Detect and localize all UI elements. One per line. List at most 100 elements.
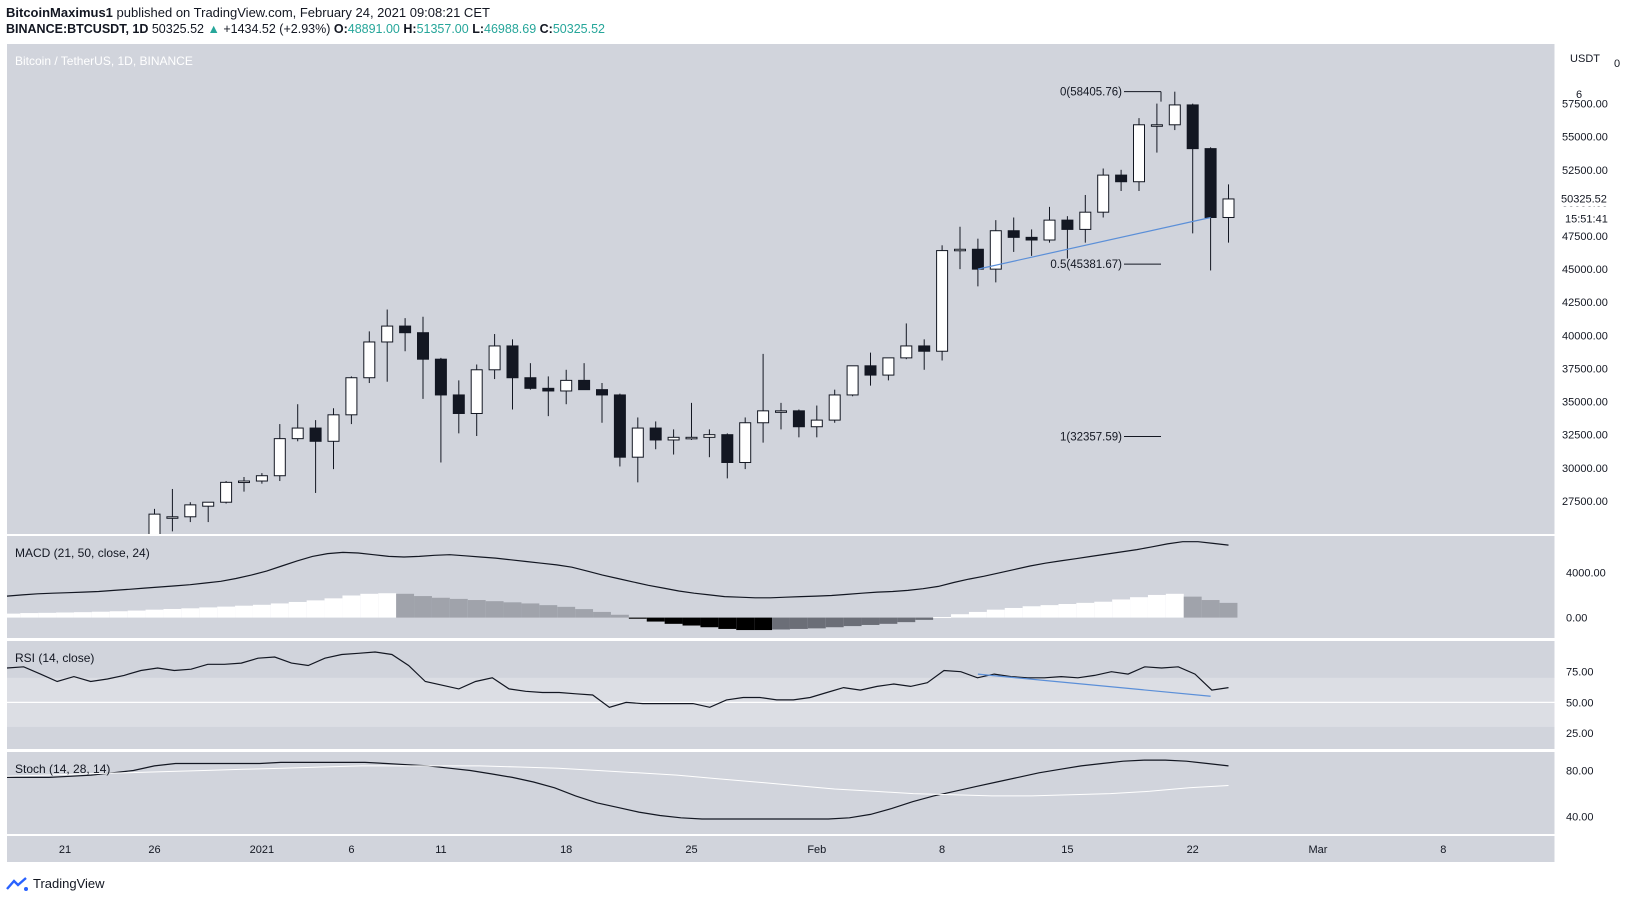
- macd-histogram-bar: [986, 609, 1005, 618]
- macd-histogram-bar: [915, 617, 934, 620]
- candle-down: [452, 394, 465, 414]
- macd-histogram-bar: [1058, 604, 1077, 618]
- stoch-d-line: [6, 765, 1229, 797]
- time-tick-label: 8: [939, 844, 945, 856]
- macd-histogram-bar: [593, 611, 611, 618]
- candle-down: [792, 410, 805, 428]
- macd-histogram-bar: [235, 605, 253, 618]
- stoch-tick-label: 80.00: [1566, 765, 1594, 777]
- author-name[interactable]: BitcoinMaximus1: [6, 5, 113, 20]
- candles-group: [148, 91, 1235, 534]
- macd-histogram-bar: [252, 604, 271, 618]
- stoch-pane[interactable]: [7, 752, 1555, 834]
- macd-histogram-bar: [145, 609, 164, 618]
- candle-down: [1061, 219, 1074, 230]
- candle-up: [1097, 174, 1110, 213]
- candle-up: [1043, 219, 1056, 241]
- macd-histogram-bar: [897, 617, 916, 623]
- macd-histogram-bar: [557, 606, 576, 618]
- countdown-tag: [1560, 210, 1614, 227]
- macd-histogram-bar: [718, 617, 737, 629]
- candle-down: [506, 345, 519, 379]
- macd-histogram-bar: [575, 609, 594, 618]
- rsi-tick-label: 25.00: [1566, 728, 1594, 740]
- time-tick-label: 11: [435, 844, 446, 856]
- macd-histogram-bar: [503, 602, 522, 618]
- candle-up: [667, 436, 680, 441]
- macd-histogram-bar: [772, 617, 790, 630]
- rsi-divergence-line: [977, 673, 1211, 697]
- candle-up: [202, 501, 215, 507]
- candle-up: [255, 475, 268, 482]
- macd-histogram-bar: [861, 617, 880, 625]
- candle-up: [1079, 211, 1092, 230]
- price-tick-label: 40000.00: [1562, 330, 1608, 342]
- macd-histogram-bar: [700, 617, 719, 628]
- candle-up: [327, 414, 340, 442]
- candle-up: [291, 427, 304, 440]
- ohlc-legend: BINANCE:BTCUSDT, 1D 50325.52 ▲ +1434.52 …: [6, 22, 605, 36]
- time-tick-label: 15: [1061, 844, 1073, 856]
- high-label: H:: [403, 22, 417, 36]
- macd-histogram-bar: [843, 617, 862, 627]
- macd-histogram-bar: [270, 603, 289, 618]
- stoch-pane-label: Stoch (14, 28, 14): [15, 762, 111, 776]
- close-label: C:: [539, 22, 553, 36]
- time-axis[interactable]: [7, 836, 1555, 862]
- candle-up: [936, 250, 949, 352]
- macd-histogram-bar: [1022, 606, 1041, 618]
- time-tick-label: Mar: [1309, 844, 1328, 856]
- candle-up: [238, 480, 250, 484]
- candle-down: [524, 377, 537, 389]
- countdown-text: 15:51:41: [1565, 214, 1608, 226]
- time-tick-label: 6: [348, 844, 354, 856]
- macd-histogram-bar: [199, 607, 218, 618]
- macd-histogram-bar: [109, 611, 128, 618]
- brand-name: TradingView: [33, 876, 105, 891]
- macd-histogram-bar: [1183, 596, 1202, 618]
- macd-histogram-bar: [1004, 607, 1023, 618]
- candle-down: [864, 365, 877, 376]
- currency-label: USDT: [1570, 53, 1600, 65]
- candle-up: [631, 427, 644, 458]
- candle-up: [345, 377, 358, 416]
- fib-label-1: 1(32357.59): [1060, 432, 1122, 444]
- candle-down: [434, 358, 447, 396]
- last-price: 50325.52: [151, 22, 204, 36]
- time-tick-label: 26: [148, 844, 160, 856]
- main-pane[interactable]: [7, 44, 1555, 534]
- macd-histogram-bar: [628, 617, 647, 619]
- candle-up: [954, 248, 966, 252]
- price-tick-label: 35000.00: [1562, 397, 1608, 409]
- macd-histogram-bar: [378, 593, 397, 618]
- macd-histogram-bar: [127, 610, 146, 618]
- macd-histogram-bar: [342, 595, 361, 618]
- tradingview-logo[interactable]: TradingView: [6, 876, 105, 891]
- macd-histogram-bar: [968, 611, 987, 618]
- rsi-tick-label: 75.00: [1566, 667, 1594, 679]
- candle-down: [1007, 230, 1020, 238]
- macd-histogram-bar: [736, 617, 755, 631]
- candle-down: [918, 345, 931, 352]
- stoch-k-line: [7, 759, 1229, 820]
- candle-up: [739, 422, 752, 463]
- candle-down: [1186, 104, 1199, 150]
- macd-histogram-bar: [664, 617, 683, 624]
- last-price-tag[interactable]: [1557, 190, 1625, 207]
- price-tick-label: 37500.00: [1562, 363, 1608, 375]
- candle-up: [828, 394, 841, 421]
- macd-histogram-bar: [91, 611, 110, 618]
- candle-up: [1150, 124, 1163, 127]
- price-tick-label: 52500.00: [1562, 165, 1608, 177]
- main-pane-label: Bitcoin / TetherUS, 1D, BINANCE: [15, 54, 193, 68]
- macd-histogram-bar: [879, 617, 898, 624]
- rsi-pane-label: RSI (14, close): [15, 651, 95, 665]
- currency-icon: 0: [1614, 58, 1620, 70]
- macd-histogram-bar: [467, 600, 486, 618]
- fib-label-0.5: 0.5(45381.67): [1050, 259, 1122, 271]
- candle-up: [757, 410, 770, 424]
- candle-down: [417, 332, 429, 360]
- macd-histogram-bar: [933, 617, 952, 619]
- candle-down: [399, 325, 412, 334]
